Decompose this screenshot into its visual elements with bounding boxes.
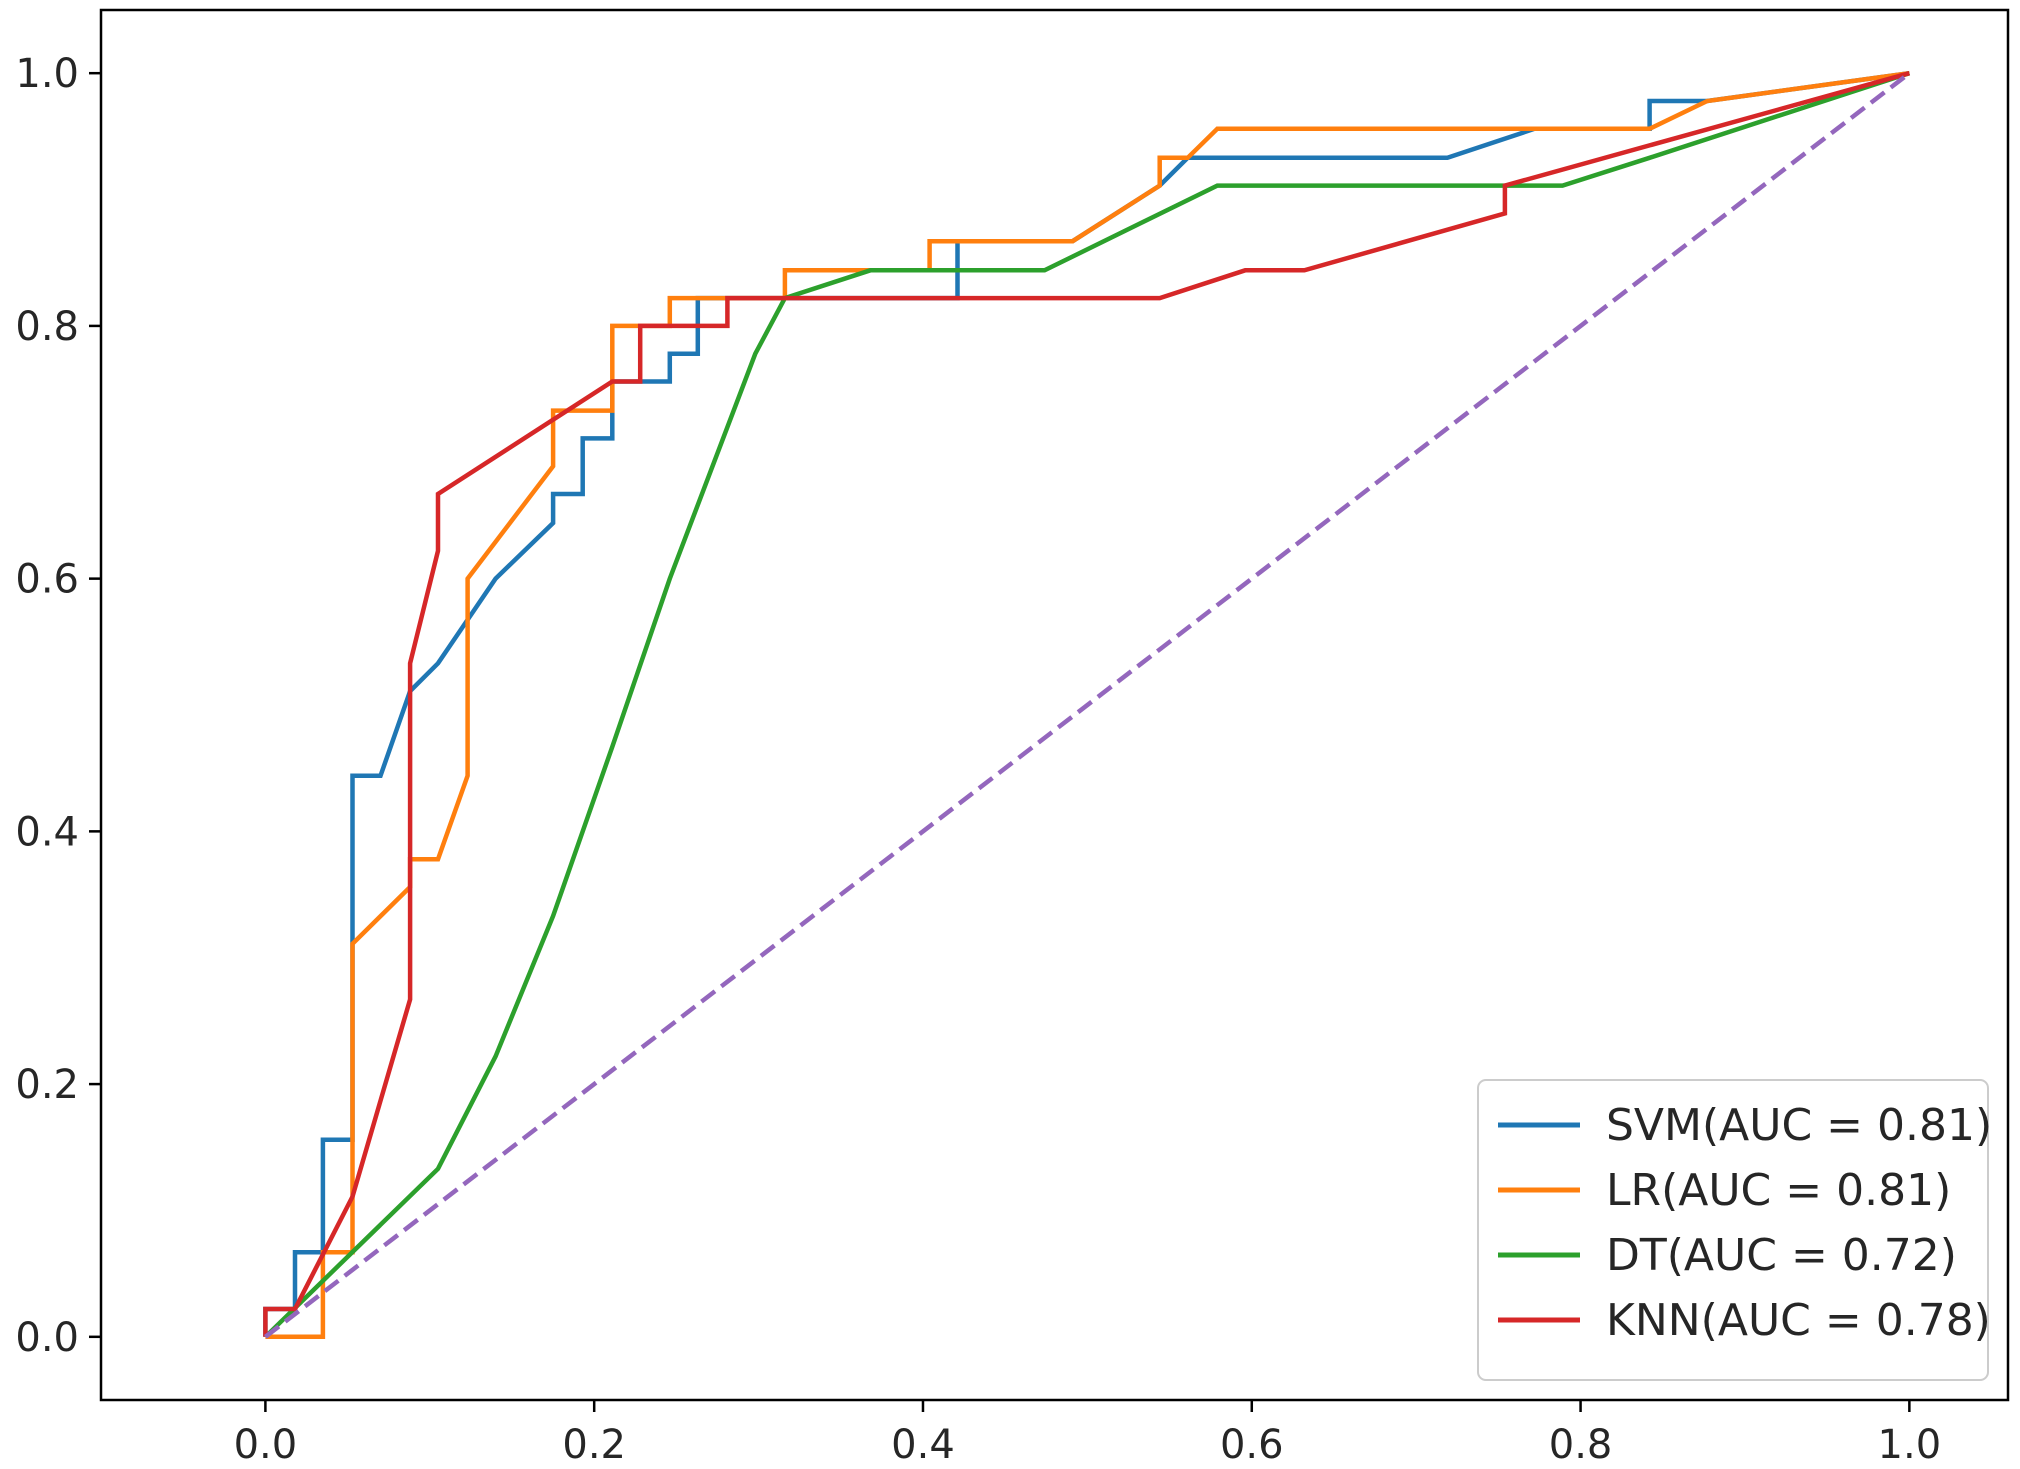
y-tick-label: 0.2 bbox=[15, 1062, 79, 1108]
series-line-knn bbox=[263, 71, 1911, 1337]
x-tick-label: 0.4 bbox=[891, 1422, 955, 1468]
legend-box bbox=[1477, 1079, 1989, 1381]
y-tick-label: 0.6 bbox=[15, 557, 79, 603]
legend-label: DT(AUC = 0.72) bbox=[1606, 1230, 1957, 1281]
x-tick-label: 0.0 bbox=[234, 1422, 298, 1468]
legend: SVM(AUC = 0.81) LR(AUC = 0.81) DT(AUC = 0.… bbox=[1477, 1079, 1992, 1381]
series-layer bbox=[263, 70, 1911, 1340]
series-line-lr bbox=[265, 70, 1910, 1340]
legend-label: LR(AUC = 0.81) bbox=[1606, 1165, 1951, 1216]
x-tick-label: 0.2 bbox=[562, 1422, 626, 1468]
series-line-svm bbox=[263, 70, 1910, 1337]
chance-diagonal-line bbox=[264, 71, 1911, 1339]
x-tick-label: 0.6 bbox=[1220, 1422, 1284, 1468]
legend-label: SVM(AUC = 0.81) bbox=[1606, 1100, 1992, 1151]
legend-label: KNN(AUC = 0.78) bbox=[1606, 1295, 1991, 1346]
x-tick-label: 0.8 bbox=[1549, 1422, 1613, 1468]
x-tick-label: 1.0 bbox=[1878, 1422, 1942, 1468]
y-tick-label: 0.4 bbox=[15, 809, 79, 855]
y-tick-label: 0.0 bbox=[15, 1315, 79, 1361]
y-tick-label: 0.8 bbox=[15, 304, 79, 350]
axis-layer: 0.0 0.2 0.4 0.6 0.8 1.0 0.0 0.2 0.4 0.6 0.8 1.0 bbox=[15, 51, 1941, 1468]
plot-frame bbox=[99, 8, 2010, 1402]
y-tick-label: 1.0 bbox=[15, 51, 79, 97]
